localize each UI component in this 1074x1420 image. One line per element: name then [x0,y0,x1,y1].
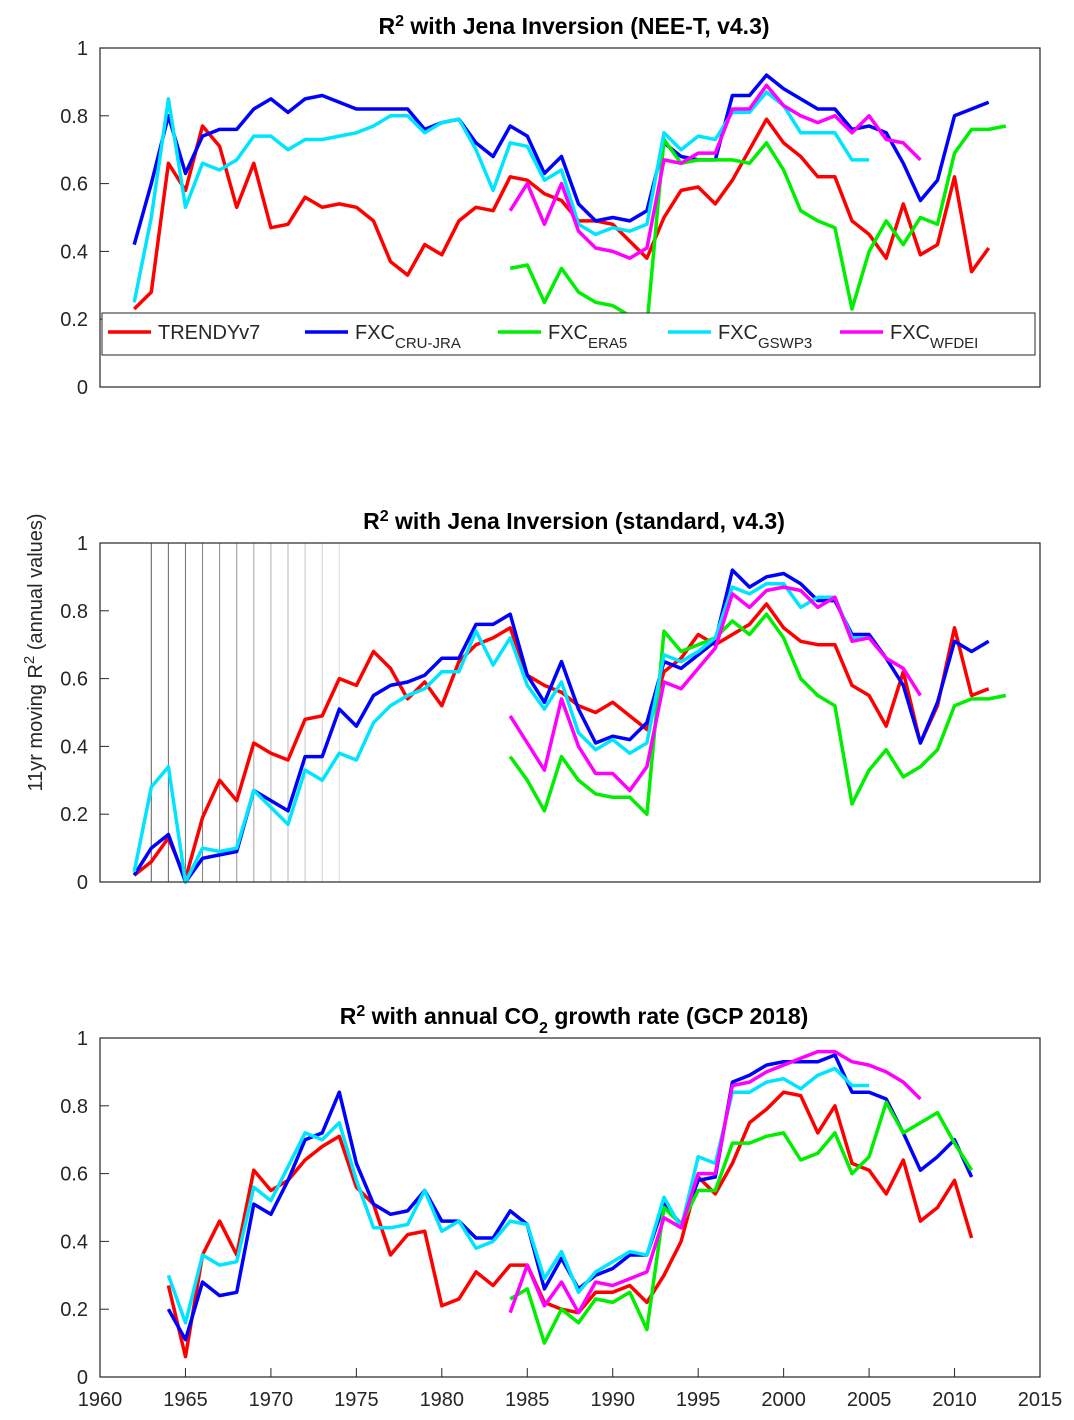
legend-box [101,312,1036,356]
legend-name: FXC [890,322,930,344]
panel: R2 with Jena Inversion (NEE-T, v4.3) 0 0.2… [60,13,1041,399]
axes-box [99,542,1041,883]
series-line [166,1066,870,1325]
x-tick-label: 1965 [163,1389,208,1411]
legend-name: TRENDYv7 [158,322,260,344]
x-tick-label: 2000 [761,1389,806,1411]
title-sup: 2 [380,508,389,525]
series-line [509,124,1007,328]
series-line [508,83,922,260]
axes-box [99,1037,1041,1378]
title-sup: 2 [356,1003,365,1020]
title-text: R [378,13,395,39]
x-tick-label: 2010 [932,1389,977,1411]
y-tick-label: 0.6 [60,669,88,691]
panel: R2 with Jena Inversion (standard, v4.3)0… [21,508,1041,894]
series-line [132,581,870,884]
title-sub: 2 [539,1020,548,1037]
x-tick-label: 1985 [505,1389,550,1411]
y-tick-label: 1 [77,533,88,555]
legend-label: FXCGSWP3 [718,322,812,352]
x-tick-label: 1990 [590,1389,635,1411]
x-tick-label: 1995 [676,1389,721,1411]
legend-subscript: ERA5 [588,335,627,352]
y-tick-label: 0.4 [60,736,88,758]
series-line [132,117,991,311]
series-line [132,73,990,246]
title-sup: 2 [395,13,404,30]
series-line [508,612,1007,816]
series-line [132,90,870,303]
legend-name: FXC [355,322,395,344]
series-line [508,1049,922,1315]
series-line [133,602,990,881]
legend-label: TRENDYv7 [158,322,260,344]
y-tick-label: 0 [77,872,88,894]
legend-label: FXCCRU-JRA [355,322,461,352]
y-tick-label: 0 [77,377,88,399]
series-line [509,1100,974,1345]
y-tick-label: 1 [77,1028,88,1050]
y-tick-label: 0.6 [60,1164,88,1186]
y-tick-label: 0.6 [60,174,88,196]
y-tick-label: 0.8 [60,601,88,623]
title-text: with Jena Inversion (NEE-T, v4.3) [404,13,770,39]
y-tick-label: 0.8 [60,1096,88,1118]
legend-label: FXCERA5 [548,322,627,352]
title-text: 11yr moving R [25,664,47,791]
y-tick-label: 0.2 [60,309,88,331]
title-text: with Jena Inversion (standard, v4.3) [389,508,785,534]
x-tick-label: 2015 [1018,1389,1063,1411]
title-text: (annual values) [25,513,47,655]
chart-title: R2 with annual CO2 growth rate (GCP 2018… [340,1003,809,1037]
legend-name: FXC [548,322,588,344]
x-tick-label: 2005 [847,1389,892,1411]
y-tick-label: 0.4 [60,1231,88,1253]
series-line [132,568,990,884]
series-line [508,585,922,793]
axes-box [99,47,1041,388]
y-tick-label: 1 [77,38,88,60]
y-tick-label: 0.2 [60,804,88,826]
y-axis-label: 11yr moving R2 (annual values) [21,513,48,791]
x-tick-label: 1960 [78,1389,123,1411]
chart-title: R2 with Jena Inversion (NEE-T, v4.3) [378,13,769,40]
legend-subscript: GSWP3 [758,335,812,352]
x-tick-label: 1975 [334,1389,379,1411]
y-tick-label: 0.2 [60,1299,88,1321]
title-text: R [363,508,380,534]
y-tick-label: 0.8 [60,106,88,128]
y-tick-label: 0 [77,1367,88,1389]
title-text: with annual CO [365,1003,539,1029]
x-tick-label: 1980 [420,1389,465,1411]
y-tick-label: 0.4 [60,241,88,263]
panel: R2 with annual CO2 growth rate (GCP 2018… [60,1003,1062,1412]
legend-label: FXCWFDEI [890,322,978,352]
series-line [166,1090,974,1359]
title-text: R [340,1003,357,1029]
title-text: growth rate (GCP 2018) [548,1003,808,1029]
legend-subscript: CRU-JRA [395,335,461,352]
legend-subscript: WFDEI [930,335,978,352]
x-tick-label: 1970 [249,1389,294,1411]
title-sup: 2 [21,656,38,664]
chart-title: R2 with Jena Inversion (standard, v4.3) [363,508,785,535]
legend-name: FXC [718,322,758,344]
